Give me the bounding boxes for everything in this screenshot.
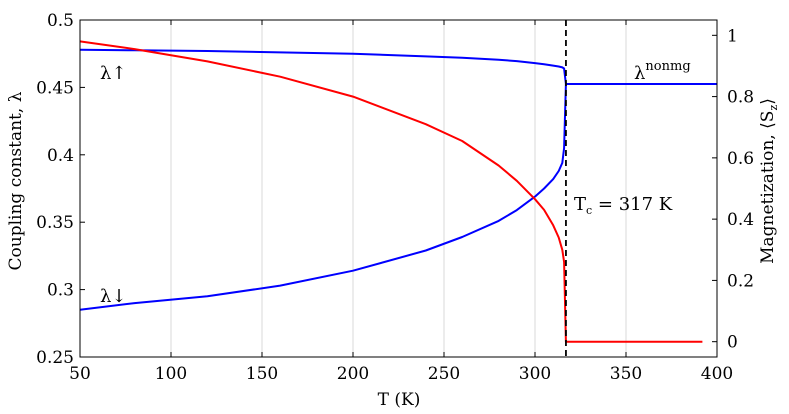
x-tick-label: 200 [337,364,369,384]
x-tick-label: 50 [69,364,91,384]
right-tick-label: 0.2 [727,271,754,291]
tick-labels: 50 100 150 200 250 300 350 400 0.25 0.3 0.35 0.4 0.4… [36,11,754,384]
tc-label-sub: c [586,204,592,217]
grid-lines [170,20,627,357]
right-axis-title-main: Magnetization, ⟨S [758,111,778,264]
lambda-up-label: λ↑ [100,63,127,84]
right-axis-title-sub: z [767,105,780,111]
x-axis-title: T (K) [378,390,421,410]
lambda-nonmag-label: λnonmg [634,59,691,84]
left-axis-title: Coupling constant, λ [6,91,26,270]
left-tick-label: 0.5 [47,11,74,31]
series-line-2 [79,83,567,311]
right-tick-label: 0.6 [727,149,754,169]
x-tick-label: 300 [519,364,551,384]
right-tick-label: 0 [727,333,738,353]
x-tick-label: 350 [610,364,642,384]
x-tick-label: 250 [428,364,460,384]
left-tick-label: 0.4 [47,146,74,166]
tc-label: Tc = 317 K [574,194,673,217]
plot-frame [79,19,718,358]
right-tick-label: 1 [727,26,738,46]
lambda-nonmag-sup: nonmg [645,59,690,74]
x-tick-label: 400 [701,364,733,384]
right-tick-label: 0.4 [727,210,754,230]
x-tick-label: 150 [246,364,278,384]
axis-ticks [79,19,718,358]
left-tick-label: 0.3 [47,281,74,301]
left-tick-label: 0.45 [36,78,74,98]
tc-label-t: T [574,194,586,215]
lambda-down-label: λ↓ [100,286,127,307]
right-axis-title-end: ⟩ [758,98,778,105]
left-tick-label: 0.25 [36,348,74,368]
right-axis-title: Magnetization, ⟨Sz⟩ [758,98,780,264]
tc-label-rest: = 317 K [592,194,673,215]
left-tick-label: 0.35 [36,213,74,233]
x-tick-label: 100 [155,364,187,384]
series-lines [79,40,717,343]
series-line-1 [79,48,717,85]
series-line-3 [79,40,703,343]
lambda-nonmag-base: λ [634,63,645,84]
right-tick-label: 0.8 [727,88,754,108]
